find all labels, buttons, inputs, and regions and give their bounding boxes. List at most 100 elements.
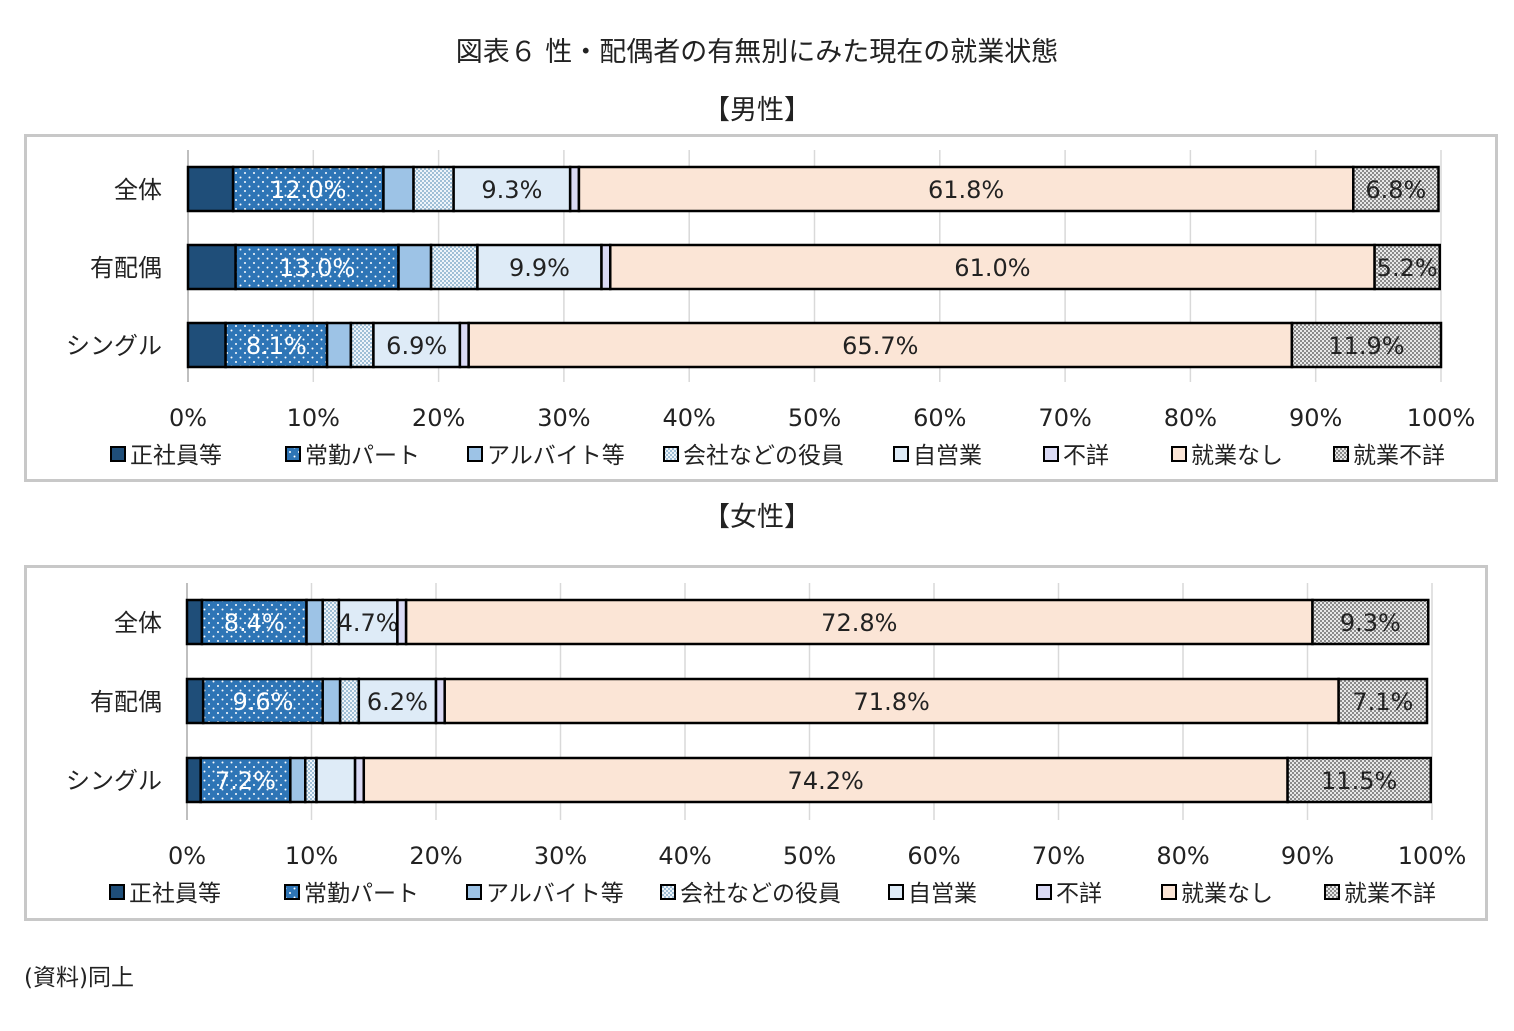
male-legend-label: アルバイト等 xyxy=(487,443,625,469)
male-data-label: 9.9% xyxy=(509,254,570,282)
female-legend-swatch xyxy=(888,884,904,900)
male-legend-label: 不詳 xyxy=(1063,443,1109,469)
female-legend-swatch xyxy=(284,884,300,900)
male-bar-segment xyxy=(224,321,329,369)
male-data-label: 11.9% xyxy=(1328,332,1404,360)
male-tick-label: 40% xyxy=(663,404,716,432)
male-bar-segment xyxy=(186,243,237,291)
male-legend-swatch xyxy=(1171,446,1187,462)
female-legend-swatch xyxy=(1161,884,1177,900)
male-category-label: 全体 xyxy=(114,176,162,204)
female-category-label: 有配偶 xyxy=(90,688,162,716)
female-data-label: 9.6% xyxy=(232,688,293,716)
female-bar-segment xyxy=(443,677,1340,725)
male-legend-label: 就業不詳 xyxy=(1353,443,1445,469)
female-legend-label: 正社員等 xyxy=(129,881,221,907)
male-tick-label: 60% xyxy=(913,404,966,432)
female-legend-swatch xyxy=(466,884,482,900)
female-bar-segment xyxy=(305,598,324,646)
male-data-label: 6.9% xyxy=(386,332,447,360)
female-legend-label: 会社などの役員 xyxy=(680,881,841,907)
male-bar-segment xyxy=(609,243,1376,291)
male-bar-segment xyxy=(231,165,385,213)
female-tick-label: 20% xyxy=(409,842,462,870)
male-data-label: 65.7% xyxy=(842,332,918,360)
male-tick-label: 30% xyxy=(537,404,590,432)
female-bar-segment xyxy=(396,598,408,646)
female-bar-segment xyxy=(185,756,202,804)
female-tick-label: 30% xyxy=(534,842,587,870)
female-tick-label: 50% xyxy=(783,842,836,870)
male-category-label: 有配偶 xyxy=(90,254,162,282)
female-legend-label: 常勤パート xyxy=(304,881,419,907)
male-data-label: 61.8% xyxy=(928,176,1004,204)
male-tick-label: 70% xyxy=(1038,404,1091,432)
female-tick-label: 60% xyxy=(907,842,960,870)
female-bar-segment xyxy=(185,677,205,725)
female-tick-label: 100% xyxy=(1398,842,1467,870)
male-bar-segment xyxy=(186,321,227,369)
male-legend-label: 就業なし xyxy=(1191,443,1283,469)
female-legend-label: 不詳 xyxy=(1056,881,1102,907)
female-data-label: 74.2% xyxy=(788,767,864,795)
female-bar-segment xyxy=(321,677,342,725)
female-legend-label: アルバイト等 xyxy=(486,881,624,907)
male-tick-label: 0% xyxy=(169,404,207,432)
male-tick-label: 80% xyxy=(1164,404,1217,432)
female-data-label: 7.1% xyxy=(1352,688,1413,716)
female-bar-segment xyxy=(337,598,399,646)
male-data-label: 9.3% xyxy=(481,176,542,204)
female-bar-segment xyxy=(201,677,324,725)
male-legend-label: 自営業 xyxy=(913,443,982,469)
female-bar-segment xyxy=(404,598,1314,646)
female-bar-segment xyxy=(185,598,204,646)
female-bar-segment xyxy=(321,598,341,646)
female-data-label: 6.2% xyxy=(367,688,428,716)
male-legend-swatch xyxy=(467,446,483,462)
male-bar-segment xyxy=(1352,165,1440,213)
female-bar-segment xyxy=(1311,598,1430,646)
female-data-label: 72.8% xyxy=(821,609,897,637)
male-data-label: 61.0% xyxy=(954,254,1030,282)
female-bar-segment xyxy=(434,677,446,725)
male-chart-title: 【男性】 xyxy=(703,95,811,126)
female-tick-label: 90% xyxy=(1281,842,1334,870)
female-chart-title: 【女性】 xyxy=(703,502,811,533)
female-data-label: 7.2% xyxy=(215,767,276,795)
female-tick-label: 70% xyxy=(1032,842,1085,870)
male-data-label: 13.0% xyxy=(279,254,355,282)
male-legend-swatch xyxy=(893,446,909,462)
male-category-label: シングル xyxy=(66,332,162,360)
male-legend-swatch xyxy=(663,446,679,462)
male-tick-label: 10% xyxy=(287,404,340,432)
male-legend-swatch xyxy=(1043,446,1059,462)
female-data-label: 9.3% xyxy=(1340,609,1401,637)
female-legend-swatch xyxy=(1036,884,1052,900)
female-chart: 全体 8.4% 4.7% 72.8% 9.3% 有配偶 9.6% 6.2% 71.8% 7.1% シ… xyxy=(66,583,1467,907)
male-bar-segment xyxy=(1290,321,1443,369)
source-note: (資料)同上 xyxy=(24,965,134,991)
male-legend-swatch xyxy=(285,446,301,462)
male-tick-label: 20% xyxy=(412,404,465,432)
female-bar-segment xyxy=(362,756,1289,804)
male-bar-segment xyxy=(382,165,415,213)
female-bar-segment xyxy=(338,677,361,725)
male-legend-label: 会社などの役員 xyxy=(683,443,844,469)
male-chart: 全体 12.0% 9.3% 61.8% 6.8% 有配偶 13.0% 9.9% 61.0% 5.2… xyxy=(66,150,1476,469)
female-tick-label: 10% xyxy=(285,842,338,870)
male-tick-label: 100% xyxy=(1407,404,1476,432)
female-legend-label: 自営業 xyxy=(908,881,977,907)
female-legend-swatch xyxy=(660,884,676,900)
female-bar-segment xyxy=(353,756,366,804)
female-data-label: 8.4% xyxy=(224,609,285,637)
female-legend-swatch xyxy=(1324,884,1340,900)
male-data-label: 12.0% xyxy=(270,176,346,204)
male-data-label: 8.1% xyxy=(246,332,307,360)
female-category-label: シングル xyxy=(66,767,162,795)
female-bar-segment xyxy=(315,756,357,804)
male-legend-label: 常勤パート xyxy=(305,443,420,469)
male-tick-label: 50% xyxy=(788,404,841,432)
female-bar-segment xyxy=(1337,677,1429,725)
female-bar-segment xyxy=(1286,756,1433,804)
male-bar-segment xyxy=(452,165,572,213)
